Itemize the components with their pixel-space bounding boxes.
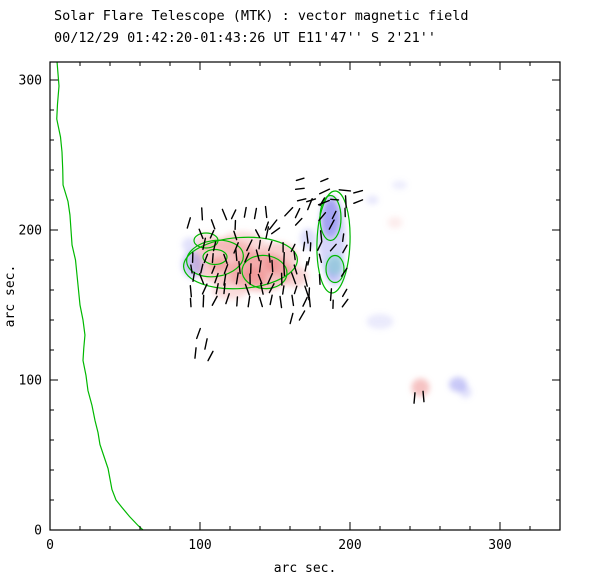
polarity-blobs: [182, 180, 472, 398]
plot-frame-and-ticks: [49, 61, 561, 531]
x-axis-label: arc sec.: [274, 561, 337, 576]
x-tick-label: 0: [46, 538, 54, 553]
x-tick-label: 100: [188, 538, 211, 553]
y-tick-label: 0: [34, 524, 42, 539]
x-tick-label: 300: [488, 538, 511, 553]
plot-title: Solar Flare Telescope (MTK) : vector mag…: [54, 8, 469, 24]
y-tick-label: 300: [19, 74, 42, 89]
x-tick-labels: 0 100 200 300: [46, 538, 512, 553]
x-tick-label: 200: [338, 538, 361, 553]
field-strength-contours: [183, 190, 351, 294]
solar-limb-contour: [56, 61, 144, 531]
y-tick-labels: 0 100 200 300: [19, 74, 42, 539]
y-axis-label: arc sec.: [3, 265, 18, 328]
plot-subtitle: 00/12/29 01:42:20-01:43:26 UT E11'47'' S…: [54, 30, 436, 46]
vector-field-ticks: [186, 177, 425, 404]
y-tick-label: 200: [19, 224, 42, 239]
y-tick-label: 100: [19, 374, 42, 389]
